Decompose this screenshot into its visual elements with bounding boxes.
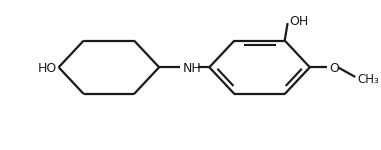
Text: O: O (329, 62, 339, 75)
Text: CH₃: CH₃ (357, 73, 379, 86)
Text: HO: HO (37, 62, 57, 75)
Text: OH: OH (290, 15, 309, 28)
Text: NH: NH (182, 62, 201, 75)
